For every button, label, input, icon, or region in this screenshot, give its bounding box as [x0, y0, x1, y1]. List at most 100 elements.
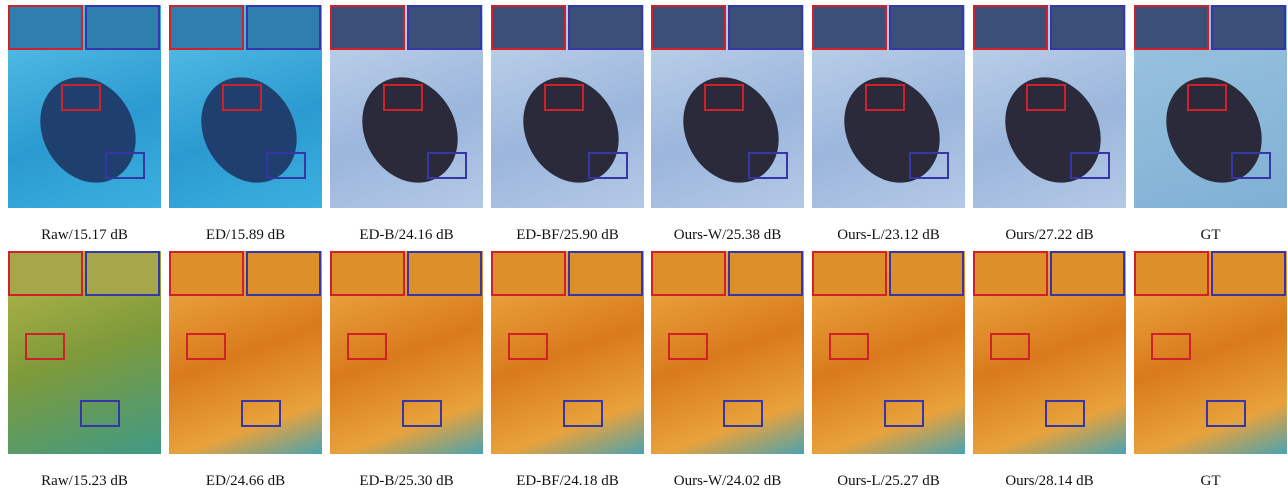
image-panel	[330, 5, 483, 208]
caption: ED-B/25.30 dB	[330, 473, 483, 490]
inset-blue	[407, 5, 482, 50]
stingray	[183, 60, 316, 200]
figure: Raw/15.17 dB ED/15.89 dB ED-B/24.16 dB ED-B…	[0, 0, 1288, 496]
inset-red	[330, 251, 405, 296]
image-panel	[651, 251, 804, 454]
caption: Ours-L/25.27 dB	[812, 473, 965, 490]
caption: Ours/27.22 dB	[973, 227, 1126, 244]
zoom-box-blue	[266, 152, 306, 179]
zoom-box-red	[668, 333, 708, 360]
caption: ED-BF/25.90 dB	[491, 227, 644, 244]
zoom-box-red	[544, 84, 584, 111]
image-panel	[973, 5, 1126, 208]
inset-red	[973, 251, 1048, 296]
zoom-box-blue	[723, 400, 763, 427]
zoom-box-blue	[1045, 400, 1085, 427]
zoom-box-blue	[748, 152, 788, 179]
zoom-box-red	[829, 333, 869, 360]
zoom-box-blue	[402, 400, 442, 427]
image-panel	[8, 5, 161, 208]
inset-blue	[85, 251, 160, 296]
image-panel	[973, 251, 1126, 454]
caption: ED/24.66 dB	[169, 473, 322, 490]
stingray	[344, 60, 477, 200]
zoom-box-blue	[427, 152, 467, 179]
inset-blue	[246, 5, 321, 50]
zoom-box-blue	[80, 400, 120, 427]
zoom-box-blue	[909, 152, 949, 179]
stingray	[1148, 60, 1281, 200]
inset-red	[491, 251, 566, 296]
inset-blue	[1050, 251, 1125, 296]
stingray	[826, 60, 959, 200]
inset-red	[330, 5, 405, 50]
caption: ED/15.89 dB	[169, 227, 322, 244]
image-panel	[8, 251, 161, 454]
inset-blue	[1050, 5, 1125, 50]
inset-blue	[728, 5, 803, 50]
zoom-box-blue	[1231, 152, 1271, 179]
image-panel	[491, 251, 644, 454]
zoom-box-blue	[884, 400, 924, 427]
image-panel	[651, 5, 804, 208]
zoom-box-blue	[105, 152, 145, 179]
zoom-box-red	[186, 333, 226, 360]
image-panel	[812, 251, 965, 454]
caption: Ours-W/25.38 dB	[651, 227, 804, 244]
inset-red	[169, 251, 244, 296]
image-panel	[169, 251, 322, 454]
caption: Ours/28.14 dB	[973, 473, 1126, 490]
inset-blue	[407, 251, 482, 296]
zoom-box-blue	[241, 400, 281, 427]
stingray	[987, 60, 1120, 200]
inset-red	[812, 251, 887, 296]
inset-blue	[568, 251, 643, 296]
inset-red	[651, 5, 726, 50]
image-panel	[1134, 5, 1287, 208]
caption: Ours-L/23.12 dB	[812, 227, 965, 244]
zoom-box-red	[383, 84, 423, 111]
stingray	[665, 60, 798, 200]
zoom-box-red	[222, 84, 262, 111]
inset-blue	[246, 251, 321, 296]
zoom-box-blue	[1206, 400, 1246, 427]
zoom-box-blue	[1070, 152, 1110, 179]
image-panel	[491, 5, 644, 208]
zoom-box-red	[865, 84, 905, 111]
inset-red	[491, 5, 566, 50]
caption: Raw/15.23 dB	[8, 473, 161, 490]
zoom-box-blue	[588, 152, 628, 179]
image-panel	[812, 5, 965, 208]
stingray	[22, 60, 155, 200]
image-panel	[1134, 251, 1287, 454]
caption: ED-B/24.16 dB	[330, 227, 483, 244]
caption: Ours-W/24.02 dB	[651, 473, 804, 490]
zoom-box-red	[25, 333, 65, 360]
inset-red	[8, 5, 83, 50]
inset-blue	[889, 5, 964, 50]
inset-red	[1134, 251, 1209, 296]
zoom-box-red	[1187, 84, 1227, 111]
zoom-box-red	[61, 84, 101, 111]
inset-blue	[568, 5, 643, 50]
caption: Raw/15.17 dB	[8, 227, 161, 244]
caption: ED-BF/24.18 dB	[491, 473, 644, 490]
inset-red	[8, 251, 83, 296]
inset-blue	[85, 5, 160, 50]
zoom-box-red	[508, 333, 548, 360]
zoom-box-red	[1026, 84, 1066, 111]
inset-red	[651, 251, 726, 296]
image-panel	[330, 251, 483, 454]
zoom-box-red	[1151, 333, 1191, 360]
caption: GT	[1134, 473, 1287, 490]
zoom-box-red	[704, 84, 744, 111]
zoom-box-red	[347, 333, 387, 360]
inset-blue	[1211, 251, 1286, 296]
caption: GT	[1134, 227, 1287, 244]
zoom-box-blue	[563, 400, 603, 427]
image-panel	[169, 5, 322, 208]
inset-red	[1134, 5, 1209, 50]
zoom-box-red	[990, 333, 1030, 360]
inset-red	[812, 5, 887, 50]
inset-red	[973, 5, 1048, 50]
